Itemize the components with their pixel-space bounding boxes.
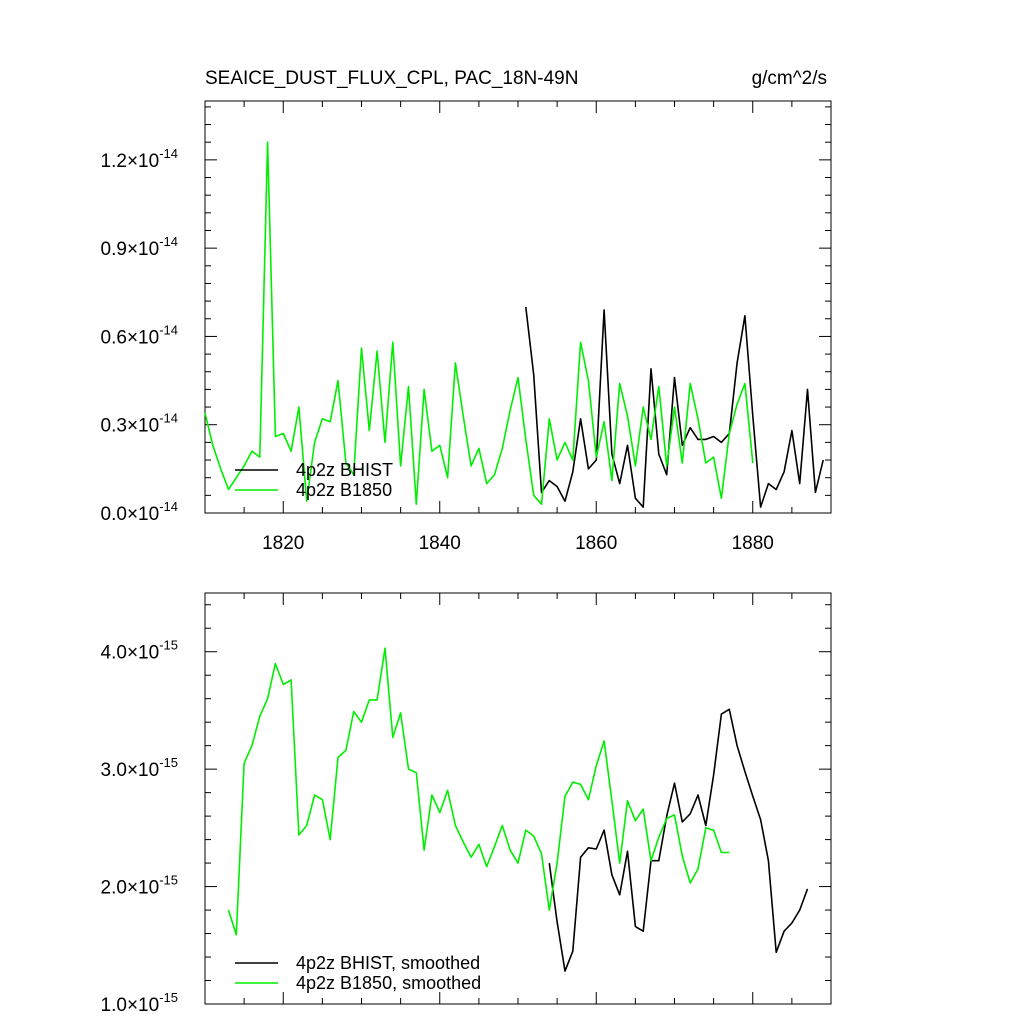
top-legend-label: 4p2z B1850 [296, 480, 392, 500]
top-x-tick-label: 1820 [262, 533, 304, 554]
top-x-tick-label: 1840 [419, 533, 461, 554]
bottom-y-tick-label: 3.0×10-15 [101, 755, 178, 781]
top-y-tick-label: 0.9×10-14 [101, 234, 178, 260]
top-plot-frame [204, 100, 832, 514]
chart-title: SEAICE_DUST_FLUX_CPL, PAC_18N-49N [205, 68, 578, 89]
top-x-tick-label: 1860 [575, 533, 617, 554]
bottom-y-tick-label: 2.0×10-15 [101, 873, 178, 899]
top-x-tick-label: 1880 [732, 533, 774, 554]
top-legend-label: 4p2z BHIST [296, 460, 393, 480]
units-label: g/cm^2/s [752, 68, 827, 89]
top-series-line-b1850 [204, 141, 754, 506]
top-y-tick-label: 0.0×10-14 [101, 499, 178, 525]
panel-top: 1820 1840 1860 1880 0.0×10-14 0.3×10-14 0.6×10… [101, 100, 832, 554]
top-y-tick-label: 1.2×10-14 [101, 146, 178, 172]
bottom-series-line-bhist [548, 708, 809, 972]
bottom-series-line-b1850 [227, 647, 730, 936]
bottom-legend-label: 4p2z BHIST, smoothed [296, 953, 480, 973]
bottom-plot-frame [204, 592, 832, 1005]
bottom-y-tick-label: 4.0×10-15 [101, 638, 178, 664]
bottom-legend-label: 4p2z B1850, smoothed [296, 973, 481, 993]
panel-bottom: 1.0×10-15 2.0×10-15 3.0×10-15 4.0×10-15 4p2z… [101, 592, 832, 1016]
bottom-y-tick-label: 1.0×10-15 [101, 990, 178, 1016]
top-y-tick-label: 0.3×10-14 [101, 411, 178, 437]
top-series-line-bhist [525, 306, 824, 508]
top-y-tick-label: 0.6×10-14 [101, 322, 178, 348]
